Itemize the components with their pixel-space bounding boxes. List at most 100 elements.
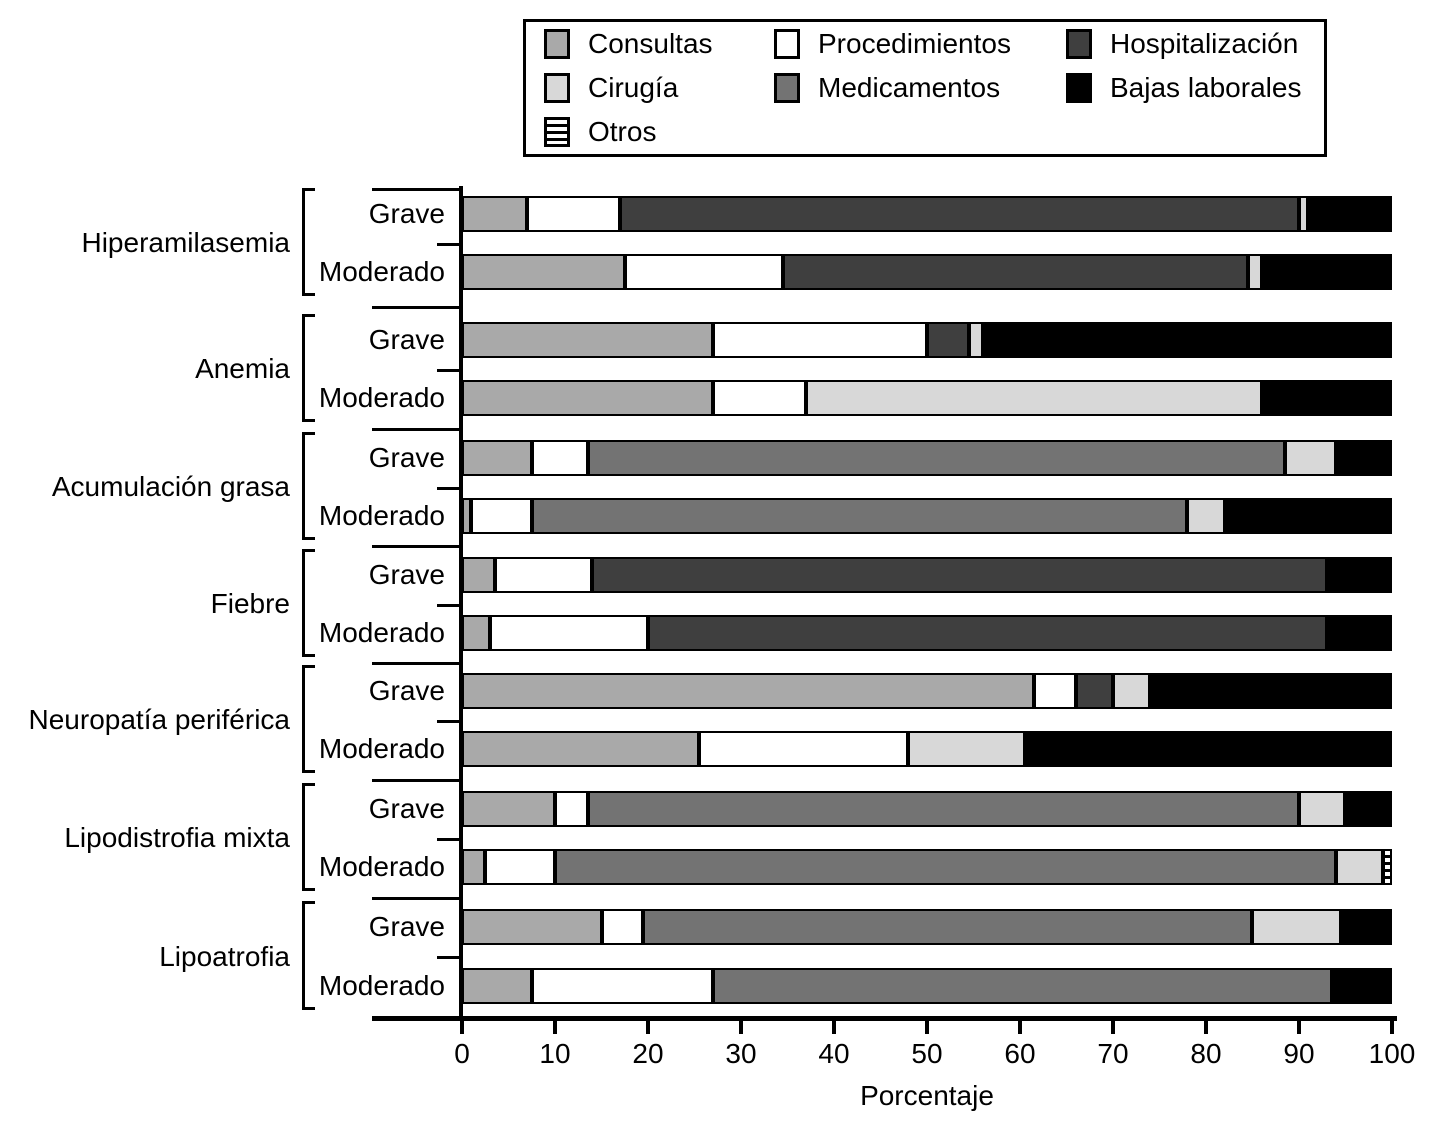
bar-segment-medicamentos — [643, 909, 1253, 945]
legend-label: Medicamentos — [818, 72, 1001, 103]
y-axis-minor-tick — [437, 369, 462, 372]
category-label: Lipoatrofia — [159, 940, 290, 972]
bar-segment-cirugia — [1285, 440, 1337, 476]
bar-segment-cirugia — [908, 731, 1025, 767]
category-label: Acumulación grasa — [51, 471, 290, 502]
severity-label: Grave — [368, 793, 445, 824]
y-axis-group-tick — [372, 545, 462, 548]
severity-label: Moderado — [318, 970, 445, 1001]
legend-item-procedimientos: Procedimientos — [774, 29, 1066, 59]
severity-label: Grave — [368, 911, 445, 942]
bar-row — [462, 968, 1392, 1004]
bar-segment-bajas — [982, 322, 1392, 358]
legend-item-bajas: Bajas laborales — [1066, 73, 1324, 103]
category-bracket — [302, 188, 315, 296]
bar-segment-procedimientos — [601, 909, 644, 945]
y-axis-minor-tick — [437, 487, 462, 490]
category-bracket — [302, 314, 315, 422]
bar-row — [462, 909, 1392, 945]
bar-segment-procedimientos — [527, 196, 621, 232]
bar-row — [462, 673, 1392, 709]
x-axis-tick-label: 30 — [725, 1038, 757, 1069]
x-axis-tick — [553, 1021, 557, 1034]
x-axis-tick — [925, 1021, 929, 1034]
x-axis-tick-label: 90 — [1283, 1038, 1315, 1069]
bar-segment-procedimientos — [713, 380, 807, 416]
severity-label: Moderado — [318, 851, 445, 882]
bar-segment-bajas — [1331, 968, 1392, 1004]
bar-segment-consultas — [462, 557, 495, 593]
bar-segment-bajas — [1345, 791, 1392, 827]
bar-segment-procedimientos — [531, 440, 588, 476]
bar-segment-bajas — [1340, 909, 1392, 945]
bar-segment-consultas — [462, 673, 1034, 709]
bar-segment-otros — [1382, 849, 1392, 885]
bar-row — [462, 557, 1392, 593]
bar-segment-cirugia — [1247, 254, 1262, 290]
y-axis-minor-tick — [437, 956, 462, 959]
x-axis-tick — [1111, 1021, 1115, 1034]
y-axis-group-tick — [372, 188, 462, 191]
legend-label: Hospitalización — [1110, 28, 1299, 59]
bar-segment-consultas — [462, 791, 555, 827]
legend-item-consultas: Consultas — [544, 29, 774, 59]
y-axis-group-tick — [372, 897, 462, 900]
legend-item-cirugia: Cirugía — [544, 73, 774, 103]
legend-label: Bajas laborales — [1110, 72, 1302, 103]
bar-segment-bajas — [1224, 498, 1392, 534]
bar-segment-procedimientos — [471, 498, 532, 534]
bar-row — [462, 849, 1392, 885]
y-axis-group-tick — [372, 306, 462, 309]
x-axis-title: Porcentaje — [860, 1080, 994, 1111]
bar-segment-bajas — [1308, 196, 1392, 232]
category-label: Fiebre — [210, 588, 290, 619]
bar-segment-bajas — [1261, 380, 1392, 416]
bar-segment-consultas — [462, 254, 625, 290]
bar-segment-cirugia — [1252, 909, 1341, 945]
legend-item-hospitalizacion: Hospitalización — [1066, 29, 1324, 59]
legend-label: Consultas — [588, 28, 713, 59]
bar-segment-medicamentos — [587, 791, 1299, 827]
bar-segment-bajas — [1150, 673, 1392, 709]
x-axis-tick-label: 20 — [632, 1038, 664, 1069]
bar-segment-consultas — [462, 909, 602, 945]
bar-segment-medicamentos — [713, 968, 1332, 1004]
bar-row — [462, 254, 1392, 290]
bar-segment-bajas — [1261, 254, 1392, 290]
bar-segment-cirugia — [1336, 849, 1383, 885]
category-label: Hiperamilasemia — [81, 227, 290, 258]
bar-segment-consultas — [462, 968, 532, 1004]
bar-segment-procedimientos — [624, 254, 783, 290]
y-axis-minor-tick — [437, 720, 462, 723]
x-axis-tick-label: 0 — [454, 1038, 470, 1069]
category-label: Anemia — [195, 353, 290, 384]
bar-segment-procedimientos — [555, 791, 588, 827]
bar-segment-cirugia — [1298, 791, 1346, 827]
severity-label: Grave — [368, 559, 445, 590]
bar-segment-procedimientos — [713, 322, 927, 358]
x-axis-tick — [1390, 1021, 1394, 1034]
x-axis-tick-label: 100 — [1368, 1038, 1416, 1069]
bar-row — [462, 498, 1392, 534]
x-axis-tick — [646, 1021, 650, 1034]
severity-label: Grave — [368, 675, 445, 706]
bar-segment-procedimientos — [699, 731, 909, 767]
bar-segment-medicamentos — [587, 440, 1286, 476]
legend-label: Procedimientos — [818, 28, 1011, 59]
category-bracket — [302, 783, 315, 891]
otros-swatch-icon — [544, 117, 570, 147]
y-axis-minor-tick — [437, 838, 462, 841]
y-axis-group-tick — [372, 428, 462, 431]
bar-segment-consultas — [462, 849, 486, 885]
x-axis-tick-label: 70 — [1097, 1038, 1129, 1069]
category-bracket — [302, 665, 315, 773]
severity-label: Moderado — [318, 256, 445, 287]
x-axis-tick-label: 80 — [1190, 1038, 1222, 1069]
x-axis-tick — [832, 1021, 836, 1034]
x-axis-tick — [460, 1021, 464, 1034]
bar-segment-consultas — [462, 615, 490, 651]
bar-segment-procedimientos — [489, 615, 648, 651]
x-axis-tick-label: 50 — [911, 1038, 943, 1069]
bar-row — [462, 731, 1392, 767]
